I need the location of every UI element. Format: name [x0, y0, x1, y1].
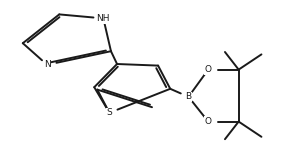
Text: B: B: [185, 92, 192, 101]
Text: N: N: [44, 60, 50, 69]
Text: NH: NH: [97, 14, 110, 23]
Text: S: S: [107, 108, 112, 117]
Text: O: O: [205, 117, 212, 126]
Text: O: O: [205, 65, 212, 74]
